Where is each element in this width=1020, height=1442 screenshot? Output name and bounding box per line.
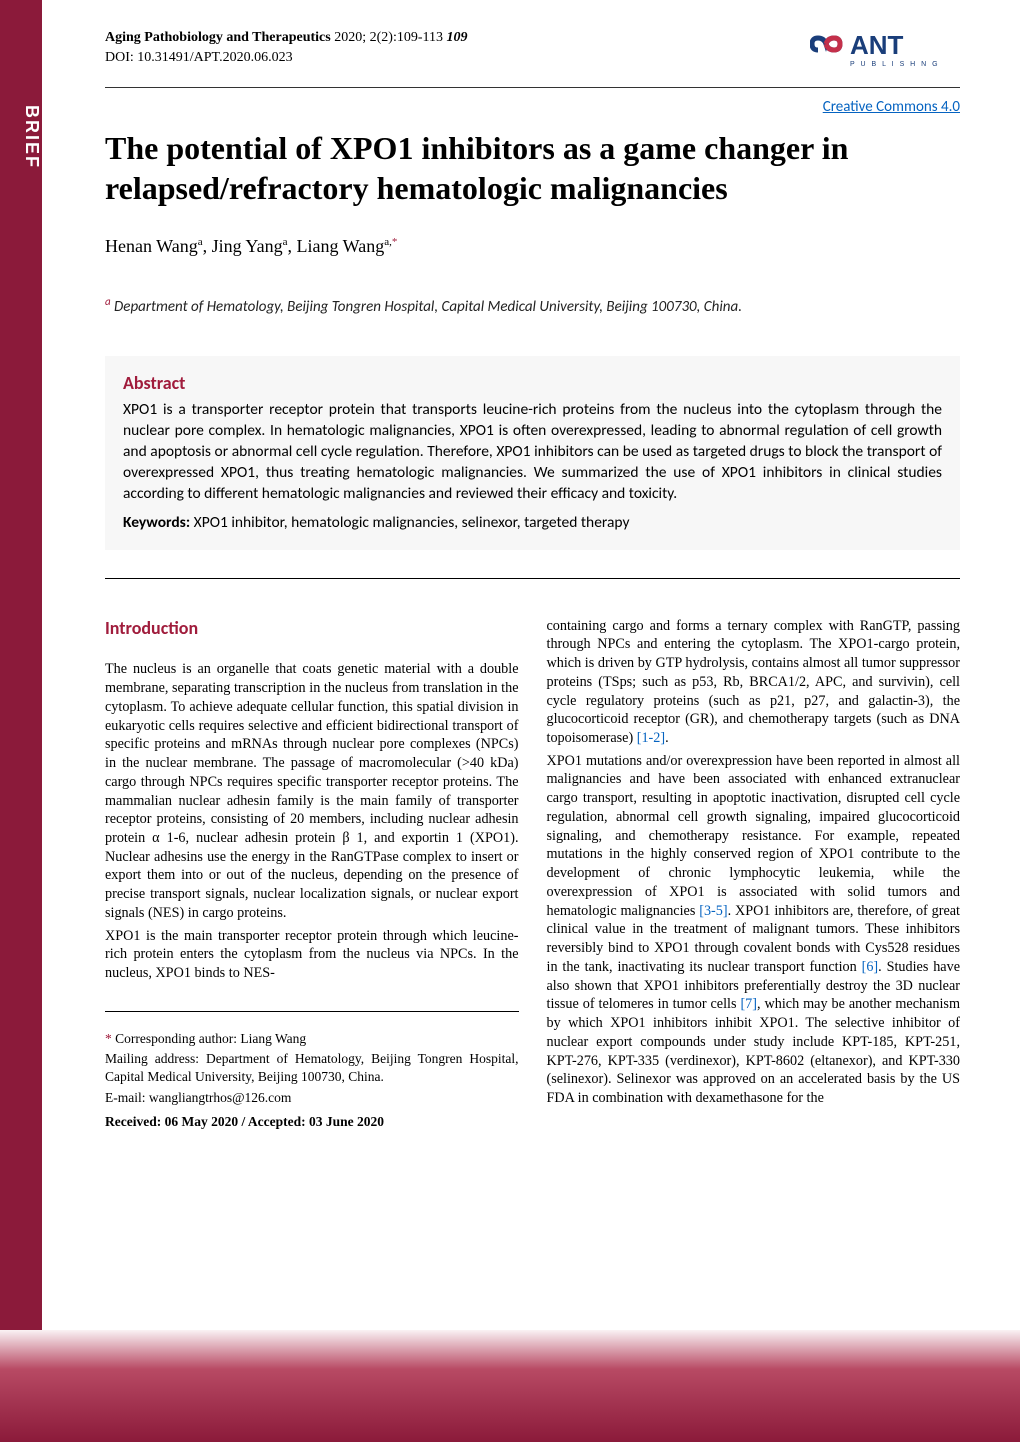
- abstract-text: XPO1 is a transporter receptor protein t…: [123, 400, 942, 505]
- email: E-mail: wangliangtrhos@126.com: [105, 1089, 519, 1107]
- ref-1-2[interactable]: [1-2]: [637, 730, 665, 746]
- header-left: Aging Pathobiology and Therapeutics 2020…: [105, 30, 467, 66]
- section-divider: [105, 578, 960, 579]
- keywords-label: Keywords:: [123, 513, 190, 532]
- authors: Henan Wanga, Jing Yanga, Liang Wanga,*: [105, 236, 960, 257]
- column-left: Introduction The nucleus is an organelle…: [105, 617, 519, 1133]
- cc-link[interactable]: Creative Commons 4.0: [105, 98, 960, 116]
- keywords-text: XPO1 inhibitor, hematologic malignancies…: [190, 513, 629, 532]
- intro-para-2: XPO1 is the main transporter receptor pr…: [105, 927, 519, 983]
- logo-text-main: ANT: [850, 30, 904, 60]
- header: Aging Pathobiology and Therapeutics 2020…: [105, 30, 960, 88]
- column-right: containing cargo and forms a ternary com…: [547, 617, 961, 1133]
- corr-text: Corresponding author: Liang Wang: [115, 1031, 306, 1046]
- article-title: The potential of XPO1 inhibitors as a ga…: [105, 128, 960, 208]
- logo-text-sub: P U B L I S H N G: [850, 61, 940, 68]
- keywords-line: Keywords: XPO1 inhibitor, hematologic ma…: [123, 513, 942, 532]
- ref-3-5[interactable]: [3-5]: [699, 903, 727, 919]
- ref-7[interactable]: [7]: [740, 996, 757, 1012]
- corresponding-author: * Corresponding author: Liang Wang: [105, 1030, 519, 1048]
- received-accepted: Received: 06 May 2020 / Accepted: 03 Jun…: [105, 1113, 519, 1131]
- page-number-em: 109: [446, 30, 467, 45]
- footnotes: * Corresponding author: Liang Wang Maili…: [105, 1030, 519, 1131]
- corr-star: *: [105, 1031, 115, 1046]
- journal-citation: Aging Pathobiology and Therapeutics 2020…: [105, 30, 467, 46]
- affiliation: a Department of Hematology, Beijing Tong…: [105, 295, 960, 316]
- ref-6[interactable]: [6]: [862, 959, 879, 975]
- abstract-heading: Abstract: [123, 372, 942, 394]
- journal-name: Aging Pathobiology and Therapeutics: [105, 30, 331, 45]
- body-columns: Introduction The nucleus is an organelle…: [105, 617, 960, 1133]
- publisher-logo: ANT P U B L I S H N G: [810, 30, 960, 79]
- abstract-box: Abstract XPO1 is a transporter receptor …: [105, 356, 960, 550]
- footer-gradient: [0, 1330, 1020, 1442]
- right-para-2: XPO1 mutations and/or overexpression hav…: [547, 752, 961, 1108]
- citation-rest: 2020; 2(2):109-113: [331, 30, 447, 45]
- introduction-heading: Introduction: [105, 617, 519, 641]
- affiliation-text: Department of Hematology, Beijing Tongre…: [111, 298, 742, 316]
- right-para-1: containing cargo and forms a ternary com…: [547, 617, 961, 748]
- mailing-address: Mailing address: Department of Hematolog…: [105, 1050, 519, 1086]
- doi: DOI: 10.31491/APT.2020.06.023: [105, 50, 467, 66]
- footnote-divider: [105, 1011, 519, 1012]
- intro-para-1: The nucleus is an organelle that coats g…: [105, 660, 519, 922]
